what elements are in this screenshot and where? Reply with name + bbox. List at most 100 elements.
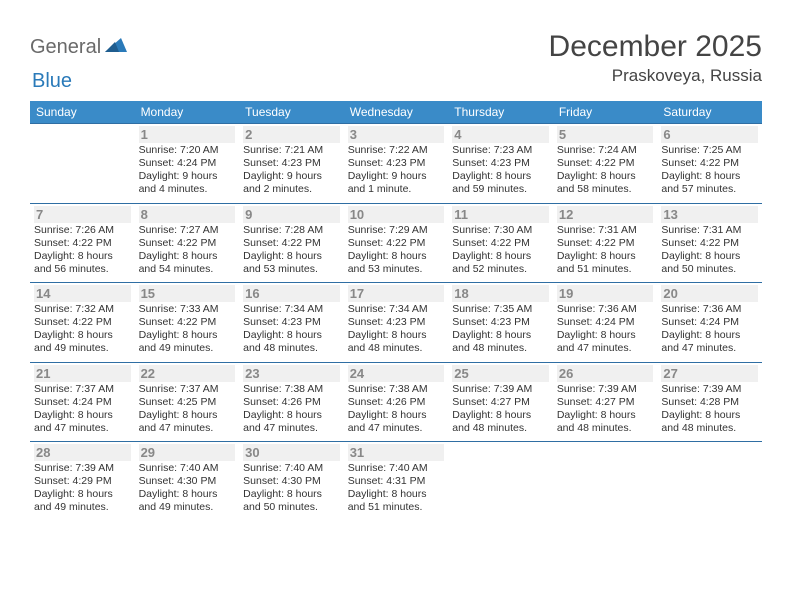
day-details: Sunrise: 7:38 AMSunset: 4:26 PMDaylight:… [243,383,340,436]
day-details: Sunrise: 7:34 AMSunset: 4:23 PMDaylight:… [348,303,445,356]
daylight-line: Daylight: 8 hours and 51 minutes. [557,250,654,276]
sunrise-line: Sunrise: 7:40 AM [348,462,445,475]
sunrise-line: Sunrise: 7:36 AM [661,303,758,316]
day-number: 9 [243,206,340,223]
sunrise-line: Sunrise: 7:39 AM [452,383,549,396]
day-details: Sunrise: 7:20 AMSunset: 4:24 PMDaylight:… [139,144,236,197]
day-number: 7 [34,206,131,223]
sunset-line: Sunset: 4:24 PM [139,157,236,170]
daylight-line: Daylight: 8 hours and 48 minutes. [243,329,340,355]
sunrise-line: Sunrise: 7:39 AM [557,383,654,396]
day-details: Sunrise: 7:25 AMSunset: 4:22 PMDaylight:… [661,144,758,197]
daylight-line: Daylight: 8 hours and 49 minutes. [139,488,236,514]
sunrise-line: Sunrise: 7:23 AM [452,144,549,157]
week-row: 28Sunrise: 7:39 AMSunset: 4:29 PMDayligh… [30,441,762,521]
sunset-line: Sunset: 4:27 PM [557,396,654,409]
day-number: 20 [661,285,758,302]
sunrise-line: Sunrise: 7:34 AM [243,303,340,316]
day-details: Sunrise: 7:23 AMSunset: 4:23 PMDaylight:… [452,144,549,197]
sunrise-line: Sunrise: 7:39 AM [661,383,758,396]
page-title: December 2025 [549,30,762,64]
calendar: SundayMondayTuesdayWednesdayThursdayFrid… [30,101,762,521]
sunrise-line: Sunrise: 7:27 AM [139,224,236,237]
day-cell: 20Sunrise: 7:36 AMSunset: 4:24 PMDayligh… [657,283,762,362]
sunrise-line: Sunrise: 7:40 AM [243,462,340,475]
sunrise-line: Sunrise: 7:28 AM [243,224,340,237]
day-details: Sunrise: 7:34 AMSunset: 4:23 PMDaylight:… [243,303,340,356]
sunset-line: Sunset: 4:30 PM [243,475,340,488]
sunset-line: Sunset: 4:22 PM [243,237,340,250]
daylight-line: Daylight: 8 hours and 47 minutes. [139,409,236,435]
sunrise-line: Sunrise: 7:32 AM [34,303,131,316]
day-details: Sunrise: 7:40 AMSunset: 4:31 PMDaylight:… [348,462,445,515]
day-cell: 6Sunrise: 7:25 AMSunset: 4:22 PMDaylight… [657,124,762,203]
dow-cell: Monday [135,101,240,123]
sunset-line: Sunset: 4:23 PM [452,316,549,329]
daylight-line: Daylight: 8 hours and 49 minutes. [34,329,131,355]
day-cell: 22Sunrise: 7:37 AMSunset: 4:25 PMDayligh… [135,363,240,442]
daylight-line: Daylight: 9 hours and 1 minute. [348,170,445,196]
day-cell [448,442,553,521]
daylight-line: Daylight: 8 hours and 57 minutes. [661,170,758,196]
sunset-line: Sunset: 4:27 PM [452,396,549,409]
daylight-line: Daylight: 8 hours and 47 minutes. [34,409,131,435]
sunrise-line: Sunrise: 7:31 AM [557,224,654,237]
day-details: Sunrise: 7:31 AMSunset: 4:22 PMDaylight:… [661,224,758,277]
sunset-line: Sunset: 4:24 PM [557,316,654,329]
page-subtitle: Praskoveya, Russia [549,66,762,86]
daylight-line: Daylight: 8 hours and 47 minutes. [661,329,758,355]
sunset-line: Sunset: 4:23 PM [348,157,445,170]
sunset-line: Sunset: 4:22 PM [139,237,236,250]
day-details: Sunrise: 7:29 AMSunset: 4:22 PMDaylight:… [348,224,445,277]
daylight-line: Daylight: 8 hours and 56 minutes. [34,250,131,276]
daylight-line: Daylight: 8 hours and 49 minutes. [34,488,131,514]
week-row: 7Sunrise: 7:26 AMSunset: 4:22 PMDaylight… [30,203,762,283]
week-row: 21Sunrise: 7:37 AMSunset: 4:24 PMDayligh… [30,362,762,442]
logo-text-blue: Blue [32,70,72,92]
day-number: 22 [139,365,236,382]
day-cell: 10Sunrise: 7:29 AMSunset: 4:22 PMDayligh… [344,204,449,283]
daylight-line: Daylight: 8 hours and 53 minutes. [348,250,445,276]
day-cell: 2Sunrise: 7:21 AMSunset: 4:23 PMDaylight… [239,124,344,203]
daylight-line: Daylight: 8 hours and 48 minutes. [661,409,758,435]
day-cell: 13Sunrise: 7:31 AMSunset: 4:22 PMDayligh… [657,204,762,283]
daylight-line: Daylight: 8 hours and 50 minutes. [661,250,758,276]
day-details: Sunrise: 7:38 AMSunset: 4:26 PMDaylight:… [348,383,445,436]
day-number: 21 [34,365,131,382]
day-cell: 1Sunrise: 7:20 AMSunset: 4:24 PMDaylight… [135,124,240,203]
day-cell: 24Sunrise: 7:38 AMSunset: 4:26 PMDayligh… [344,363,449,442]
sunset-line: Sunset: 4:22 PM [348,237,445,250]
day-number: 27 [661,365,758,382]
day-details: Sunrise: 7:22 AMSunset: 4:23 PMDaylight:… [348,144,445,197]
sunrise-line: Sunrise: 7:29 AM [348,224,445,237]
sunrise-line: Sunrise: 7:37 AM [34,383,131,396]
sunrise-line: Sunrise: 7:31 AM [661,224,758,237]
dow-header-row: SundayMondayTuesdayWednesdayThursdayFrid… [30,101,762,123]
sunrise-line: Sunrise: 7:24 AM [557,144,654,157]
dow-cell: Saturday [657,101,762,123]
day-number: 10 [348,206,445,223]
dow-cell: Wednesday [344,101,449,123]
day-number: 30 [243,444,340,461]
day-cell: 3Sunrise: 7:22 AMSunset: 4:23 PMDaylight… [344,124,449,203]
day-cell: 25Sunrise: 7:39 AMSunset: 4:27 PMDayligh… [448,363,553,442]
daylight-line: Daylight: 8 hours and 49 minutes. [139,329,236,355]
sunrise-line: Sunrise: 7:40 AM [139,462,236,475]
sunrise-line: Sunrise: 7:22 AM [348,144,445,157]
logo: General [30,30,129,59]
day-details: Sunrise: 7:28 AMSunset: 4:22 PMDaylight:… [243,224,340,277]
sunset-line: Sunset: 4:23 PM [243,316,340,329]
day-details: Sunrise: 7:21 AMSunset: 4:23 PMDaylight:… [243,144,340,197]
day-details: Sunrise: 7:37 AMSunset: 4:24 PMDaylight:… [34,383,131,436]
day-details: Sunrise: 7:36 AMSunset: 4:24 PMDaylight:… [661,303,758,356]
day-details: Sunrise: 7:33 AMSunset: 4:22 PMDaylight:… [139,303,236,356]
day-number: 23 [243,365,340,382]
day-details: Sunrise: 7:31 AMSunset: 4:22 PMDaylight:… [557,224,654,277]
week-row: 1Sunrise: 7:20 AMSunset: 4:24 PMDaylight… [30,123,762,203]
day-details: Sunrise: 7:37 AMSunset: 4:25 PMDaylight:… [139,383,236,436]
day-number: 17 [348,285,445,302]
day-cell: 29Sunrise: 7:40 AMSunset: 4:30 PMDayligh… [135,442,240,521]
day-details: Sunrise: 7:40 AMSunset: 4:30 PMDaylight:… [243,462,340,515]
sunrise-line: Sunrise: 7:30 AM [452,224,549,237]
day-number: 13 [661,206,758,223]
